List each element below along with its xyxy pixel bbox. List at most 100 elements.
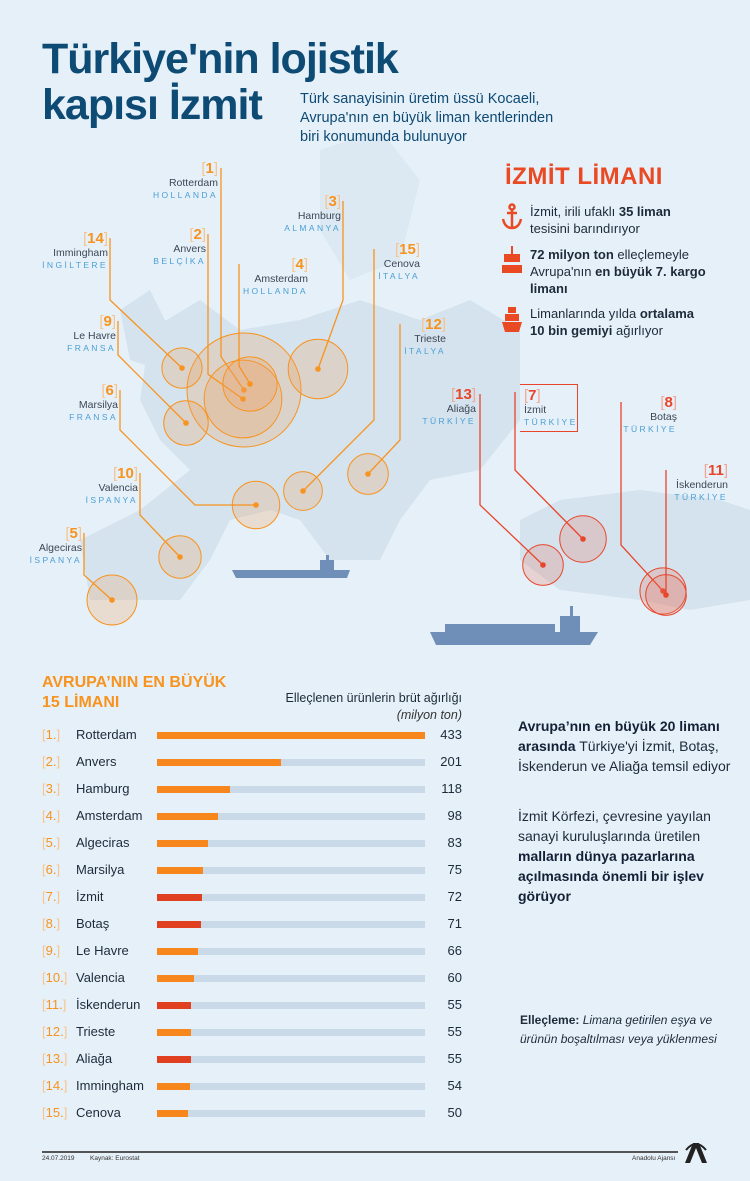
port-country: İSPANYA — [85, 495, 138, 505]
info-paragraph-1: Avrupa’nın en büyük 20 limanı arasında T… — [518, 716, 738, 776]
bar-value: 72 — [447, 889, 462, 904]
rank-number: 6 — [45, 862, 53, 877]
port-dot — [315, 366, 321, 372]
bar — [157, 867, 204, 874]
bar-track — [157, 894, 425, 901]
leader-line — [220, 168, 245, 391]
text: Limanlarında yılda — [530, 306, 640, 321]
chart-row: [5.] Algeciras 83 — [42, 833, 462, 853]
bar — [157, 1110, 188, 1117]
port-city: İskenderun — [676, 479, 728, 491]
port-rank: [2] — [189, 226, 206, 243]
bar — [157, 1056, 192, 1063]
tanker-ship-icon — [232, 555, 350, 578]
leader-line — [367, 324, 401, 475]
rank-number: 12 — [425, 316, 442, 333]
port-city: Le Havre — [73, 330, 116, 342]
subtitle-line: biri konumunda bulunuyor — [300, 129, 467, 145]
rank-number: 9 — [45, 943, 53, 958]
port-rank: [14] — [82, 230, 108, 247]
rank-number: 2 — [193, 226, 202, 243]
rank-label: [11.] — [42, 997, 67, 1012]
port-country: TÜRKİYE — [422, 416, 476, 426]
bar — [157, 1083, 191, 1090]
chart-row: [2.] Anvers 201 — [42, 752, 462, 772]
port-city: Botaş — [650, 411, 677, 423]
rank-number: 1 — [205, 160, 214, 177]
chart-row: [8.] Botaş 71 — [42, 914, 462, 934]
port-dot — [109, 597, 115, 603]
chart-row: [3.] Hamburg 118 — [42, 779, 462, 799]
chart-row: [9.] Le Havre 66 — [42, 941, 462, 961]
izmit-fact-2: 72 milyon ton elleçlemeyle Avrupa'nın en… — [500, 246, 720, 297]
leader-line — [83, 533, 113, 601]
port-dot — [247, 381, 253, 387]
port-rank: [10] — [112, 465, 138, 482]
bar-track — [157, 759, 425, 766]
bar-value: 55 — [447, 1024, 462, 1039]
page-title: Türkiye'nin lojistik kapısı İzmit — [42, 36, 399, 129]
leader-line — [139, 473, 181, 558]
rank-number: 7 — [528, 387, 537, 404]
bar-value: 50 — [447, 1105, 462, 1120]
port-dot — [183, 420, 189, 426]
port-city: İzmit — [524, 404, 547, 416]
rank-label: [13.] — [42, 1051, 68, 1066]
leader-line — [620, 402, 664, 592]
bar — [157, 786, 231, 793]
bar-track — [157, 732, 425, 739]
leader-line — [117, 321, 187, 424]
port-city: Immingham — [53, 247, 108, 259]
bar — [157, 975, 195, 982]
chart-row: [6.] Marsilya 75 — [42, 860, 462, 880]
leader-line — [109, 238, 183, 369]
port-country: TÜRKİYE — [623, 424, 677, 434]
port-rank: [1] — [201, 160, 218, 177]
chart-row: [12.] Trieste 55 — [42, 1022, 462, 1042]
port-country: BELÇİKA — [153, 256, 206, 266]
port-country: İTALYA — [404, 346, 446, 356]
definition: Elleçleme: Limana getirilen eşya ve ürün… — [520, 1011, 745, 1049]
port-dot — [241, 387, 247, 393]
port-label: [1] Rotterdam HOLLANDA — [108, 160, 218, 201]
port-label: [11] İskenderun TÜRKİYE — [618, 462, 728, 503]
footer-source: Kaynak: Eurostat — [90, 1155, 140, 1162]
port-dot — [365, 471, 371, 477]
bold-text: 35 liman — [618, 204, 671, 219]
bar-track — [157, 1110, 425, 1117]
rank-label: [9.] — [42, 943, 61, 958]
footer-divider — [42, 1151, 678, 1153]
port-city: Valencia — [98, 482, 139, 494]
rank-number: 8 — [664, 394, 673, 411]
port-dot — [240, 396, 246, 402]
rank-label: [7.] — [42, 889, 61, 904]
bar-track — [157, 813, 425, 820]
title-line-2: kapısı İzmit — [42, 81, 263, 129]
bar-value: 98 — [447, 808, 462, 823]
port-dot — [540, 562, 546, 568]
bar-track — [157, 867, 425, 874]
rank-number: 10 — [45, 970, 61, 985]
anchor-icon — [501, 203, 523, 230]
port-city: Hamburg — [297, 210, 341, 222]
bar-value: 55 — [447, 997, 462, 1012]
leader-line — [317, 201, 344, 370]
port-name: Botaş — [76, 916, 110, 931]
izmit-fact-1: İzmit, irili ufaklı 35 liman tesisini ba… — [500, 203, 700, 237]
rank-number: 10 — [117, 465, 134, 482]
rank-label: [8.] — [42, 916, 61, 931]
port-label: [9] Le Havre FRANSA — [6, 313, 116, 354]
rank-label: [2.] — [42, 754, 61, 769]
port-country: HOLLANDA — [242, 286, 308, 296]
rank-number: 4 — [45, 808, 53, 823]
subtitle: Türk sanayisinin üretim üssü Kocaeli, Av… — [300, 90, 553, 147]
port-city: Rotterdam — [168, 177, 218, 189]
port-dot — [663, 592, 669, 598]
port-label: [3] Hamburg ALMANYA — [231, 193, 341, 234]
port-label: [8] Botaş TÜRKİYE — [567, 394, 677, 435]
bar — [157, 1002, 192, 1009]
bar-value: 83 — [447, 835, 462, 850]
text: Türkiye'yi İzmit, Botaş, İskenderun ve A… — [518, 738, 731, 774]
izmit-box-title: İZMİT LİMANI — [505, 163, 663, 190]
chart-row: [7.] İzmit 72 — [42, 887, 462, 907]
